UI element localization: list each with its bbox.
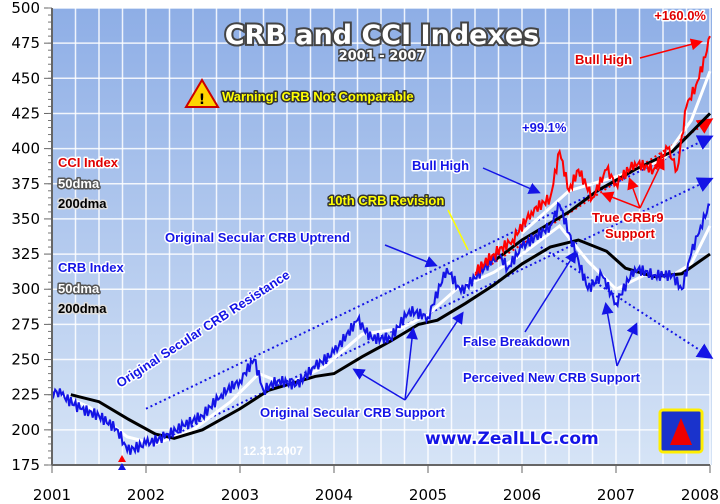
crb-high-pct: +99.1%: [522, 120, 567, 135]
x-tick-label: 2008: [681, 486, 719, 504]
y-tick-label: 300: [11, 280, 40, 298]
y-tick-label: 175: [11, 456, 40, 474]
true-support-label-2: Support: [605, 226, 655, 241]
x-tick-label: 2007: [597, 486, 635, 504]
low-marker-blue: [118, 463, 126, 470]
series-cci-index: [474, 35, 711, 275]
x-tick-label: 2002: [127, 486, 165, 504]
y-tick-label: 425: [11, 104, 40, 122]
cci-bull-high-arrow: [639, 38, 703, 59]
x-tick-label: 2004: [315, 486, 353, 504]
y-tick-label: 275: [11, 315, 40, 333]
legend-cci-50dma: 50dma: [58, 176, 100, 191]
revision-label: 10th CRB Revision: [328, 193, 444, 208]
watermark: www.ZealLLC.com: [425, 429, 599, 449]
plot-area: [52, 8, 712, 465]
y-tick-label: 225: [11, 386, 40, 404]
perceived-support-arrows: [601, 302, 638, 367]
true-support-label-1: True CRBr9: [592, 210, 664, 225]
axes: 175 200 225 250 275 300 325 350 375 400 425 450 475 5…: [11, 0, 719, 504]
x-tick-label: 2005: [409, 486, 447, 504]
series-crb-index: [51, 201, 711, 455]
x-tick-label: 2003: [221, 486, 259, 504]
warning-label: Warning! CRB Not Comparable: [222, 89, 414, 104]
chart-title: CRB and CCI Indexes: [225, 20, 540, 51]
y-tick-label: 200: [11, 421, 40, 439]
series-lines: [51, 35, 712, 455]
y-tick-label: 350: [11, 210, 40, 228]
true-support-arrows: [601, 157, 665, 209]
y-tick-label: 475: [11, 34, 40, 52]
y-tick-label: 400: [11, 140, 40, 158]
cci-bull-high-label: Bull High: [575, 52, 632, 67]
false-breakdown-label: False Breakdown: [463, 334, 570, 349]
perceived-support-label: Perceived New CRB Support: [463, 370, 641, 385]
svg-text:!: !: [199, 92, 205, 108]
y-tick-label: 250: [11, 351, 40, 369]
legend-crb-200dma: 200dma: [58, 301, 107, 316]
legend-cci-index: CCI Index: [58, 155, 119, 170]
trendline: [154, 177, 714, 445]
series-crb-200dma: [70, 238, 711, 440]
false-breakdown-arrow: [524, 250, 577, 333]
legend-crb-50dma: 50dma: [58, 281, 100, 296]
y-tick-label: 325: [11, 245, 40, 263]
x-tick-label: 2006: [503, 486, 541, 504]
zeal-logo: [658, 408, 704, 454]
cci-high-pct: +160.0%: [654, 8, 706, 23]
date-stamp: 12.31.2007: [243, 444, 303, 458]
revision-pointer: [447, 209, 469, 251]
y-tick-label: 500: [11, 0, 40, 17]
support-label: Original Secular CRB Support: [260, 405, 446, 420]
support-arrows: [352, 311, 464, 401]
y-tick-label: 450: [11, 69, 40, 87]
x-tick-label: 2001: [33, 486, 71, 504]
legend-crb-index: CRB Index: [58, 260, 125, 275]
legend-cci-200dma: 200dma: [58, 196, 107, 211]
crb-bull-high-arrow: [482, 167, 541, 194]
low-marker-red: [118, 455, 126, 462]
warning-icon: !: [184, 78, 220, 108]
crb-bull-high-label: Bull High: [412, 158, 469, 173]
uptrend-arrow: [384, 244, 438, 268]
chart-subtitle: 2001 - 2007: [339, 49, 426, 64]
series-cci-200dma: [492, 112, 712, 263]
y-tick-label: 375: [11, 175, 40, 193]
uptrend-label: Original Secular CRB Uptrend: [165, 230, 350, 245]
trendline: [540, 246, 714, 359]
